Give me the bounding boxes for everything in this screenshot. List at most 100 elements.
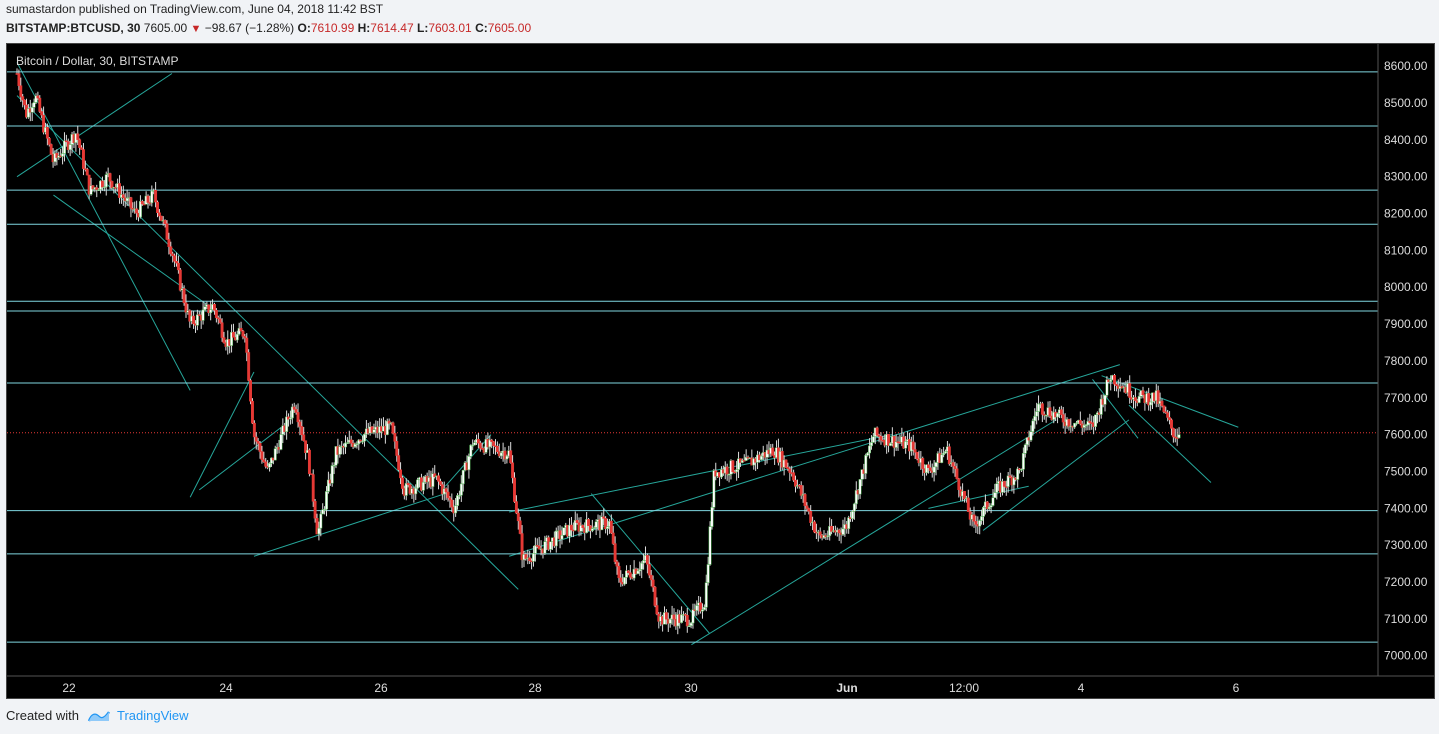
candle-down xyxy=(581,524,585,529)
candle-down xyxy=(95,187,99,191)
candle-down xyxy=(146,195,150,203)
candle-down xyxy=(813,521,816,533)
candle-up xyxy=(325,491,328,510)
price-tick-label: 7500.00 xyxy=(1384,464,1428,478)
candle-down xyxy=(167,239,171,247)
candle-down xyxy=(64,140,68,143)
candle-down xyxy=(683,614,687,616)
price-axis[interactable]: 7000.00 7100.00 7200.00 7300.00 7400.00 7500.… xyxy=(7,44,1434,698)
time-tick-label: 30 xyxy=(684,681,698,695)
time-tick-label: 22 xyxy=(62,681,76,695)
chart-area[interactable]: 8584.218437.408263.348170.927961.837935.… xyxy=(6,43,1435,699)
candle-down xyxy=(110,181,114,189)
candle-down xyxy=(241,330,245,337)
candle-down xyxy=(649,574,653,581)
candle-down xyxy=(953,466,957,469)
candle-up xyxy=(841,528,845,535)
candle-down xyxy=(395,441,399,456)
trendlines xyxy=(16,62,1239,646)
candle-down xyxy=(173,255,177,262)
candle-down xyxy=(570,524,573,531)
candle-down xyxy=(249,380,253,402)
candle-up xyxy=(710,507,714,527)
candle-up xyxy=(636,570,640,574)
candle-up xyxy=(353,443,357,447)
candle-down xyxy=(182,288,186,304)
candle-down xyxy=(495,446,499,452)
candle-up xyxy=(385,420,389,435)
candle-down xyxy=(818,531,822,536)
candle-down xyxy=(926,464,930,468)
candle-up xyxy=(847,517,851,530)
candle-down xyxy=(78,139,82,148)
candle-down xyxy=(514,501,518,514)
candle-up xyxy=(431,473,435,487)
candle-down xyxy=(157,212,161,217)
candle-down xyxy=(1004,486,1008,488)
candle-down xyxy=(256,441,260,444)
candle-down xyxy=(1088,421,1092,423)
candle-down xyxy=(300,426,304,436)
candle-up xyxy=(642,560,646,564)
candle-up xyxy=(940,454,944,463)
candle-up xyxy=(355,443,359,446)
candle-down xyxy=(1156,390,1160,405)
candle-down xyxy=(1166,412,1170,418)
candle-up xyxy=(459,483,463,496)
candle-down xyxy=(664,612,668,620)
candle-down xyxy=(100,180,104,188)
candle-down xyxy=(45,126,49,139)
candle-down xyxy=(262,459,266,463)
candle-down xyxy=(349,439,353,444)
candle-up xyxy=(326,479,330,492)
candle-up xyxy=(579,524,583,532)
candle-up xyxy=(201,309,205,321)
candle-up xyxy=(864,455,868,474)
candle-down xyxy=(296,412,300,423)
candle-up xyxy=(1149,401,1153,406)
candle-down xyxy=(21,96,25,101)
candle-up xyxy=(706,564,710,583)
candle-up xyxy=(473,442,477,446)
candle-up xyxy=(594,521,598,528)
candle-down xyxy=(602,516,606,519)
time-axis[interactable]: 22 24 26 28 30 Jun 12:00 4 6 xyxy=(62,681,1239,695)
candle-up xyxy=(344,442,347,448)
candle-up xyxy=(456,495,459,506)
candle-down xyxy=(875,427,879,436)
candle-up xyxy=(904,441,908,449)
candle-up xyxy=(1177,434,1181,439)
candle-down xyxy=(135,208,139,214)
candle-down xyxy=(85,169,89,176)
chart-title: Bitcoin / Dollar, 30, BITSTAMP xyxy=(16,54,179,68)
candle-down xyxy=(163,220,167,224)
candle-down xyxy=(1114,383,1118,386)
candle-down xyxy=(258,443,262,452)
candle-down xyxy=(399,469,403,479)
candle-up xyxy=(32,102,36,108)
candle-down xyxy=(771,447,775,456)
candle-up xyxy=(942,452,946,456)
candlestick-chart[interactable]: 8584.218437.408263.348170.927961.837935.… xyxy=(7,44,1434,698)
candle-up xyxy=(590,528,594,532)
candle-down xyxy=(786,467,790,469)
candle-down xyxy=(611,532,615,544)
candle-down xyxy=(604,518,608,529)
candle-up xyxy=(1044,414,1048,417)
price-tick-label: 7600.00 xyxy=(1384,428,1428,442)
candle-down xyxy=(1061,414,1065,423)
candle-down xyxy=(1133,397,1137,401)
candle-up xyxy=(573,520,577,531)
candle-up xyxy=(680,614,684,623)
tradingview-link[interactable]: TradingView xyxy=(87,708,189,723)
tradingview-text: TradingView xyxy=(116,708,189,723)
candle-up xyxy=(638,569,642,572)
candle-up xyxy=(826,535,830,538)
candle-up xyxy=(712,470,716,508)
candle-up xyxy=(592,527,596,529)
candle-up xyxy=(866,452,870,456)
candle-down xyxy=(313,501,317,519)
candle-down xyxy=(311,474,315,502)
candle-up xyxy=(1073,422,1077,428)
candle-down xyxy=(192,315,196,324)
